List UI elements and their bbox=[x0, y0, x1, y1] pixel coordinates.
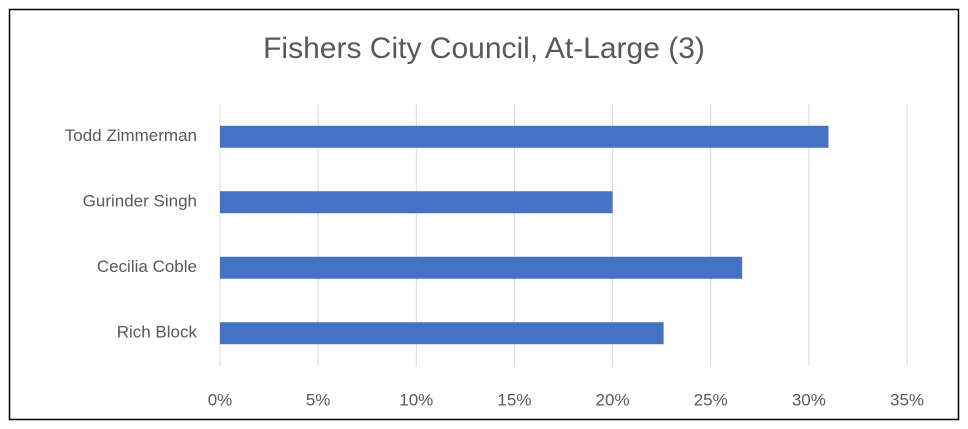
bar bbox=[220, 191, 613, 214]
x-tick-label: 5% bbox=[306, 390, 331, 409]
y-tick-label: Rich Block bbox=[117, 323, 198, 342]
y-tick-label: Gurinder Singh bbox=[83, 192, 197, 211]
x-tick-label: 35% bbox=[890, 390, 924, 409]
bar bbox=[220, 125, 829, 148]
bar bbox=[220, 256, 743, 279]
x-tick-label: 10% bbox=[399, 390, 433, 409]
x-tick-label: 15% bbox=[497, 390, 531, 409]
y-tick-label: Cecilia Coble bbox=[97, 257, 197, 276]
x-tick-label: 20% bbox=[596, 390, 630, 409]
x-tick-label: 25% bbox=[694, 390, 728, 409]
x-tick-label: 30% bbox=[792, 390, 826, 409]
y-tick-label: Todd Zimmerman bbox=[65, 126, 197, 145]
chart-border bbox=[8, 8, 960, 421]
x-tick-label: 0% bbox=[208, 390, 233, 409]
bar bbox=[220, 322, 664, 345]
chart-title: Fishers City Council, At-Large (3) bbox=[263, 32, 705, 65]
